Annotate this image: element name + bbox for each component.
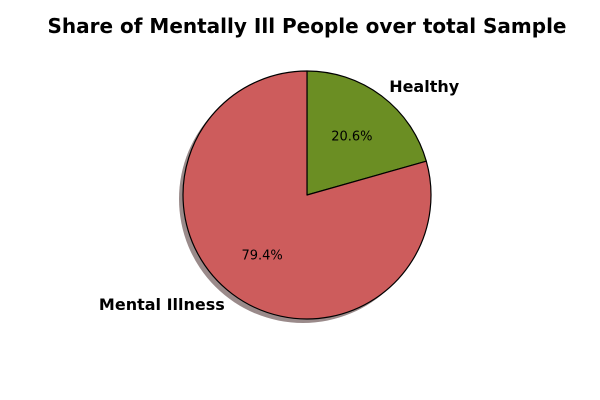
- pie-slice-healthy: [306, 70, 427, 196]
- chart-title: Share of Mentally Ill People over total …: [47, 14, 566, 38]
- pct-label-healthy: 20.6%: [331, 130, 372, 145]
- pie-slice-mental-illness: [182, 70, 432, 320]
- slice-label-mental-illness: Mental Illness: [99, 295, 225, 314]
- pct-label-mental-illness: 79.4%: [241, 248, 282, 263]
- slice-label-healthy: Healthy: [389, 77, 460, 96]
- pie-group: 20.6% Healthy 79.4% Mental Illness: [99, 70, 460, 323]
